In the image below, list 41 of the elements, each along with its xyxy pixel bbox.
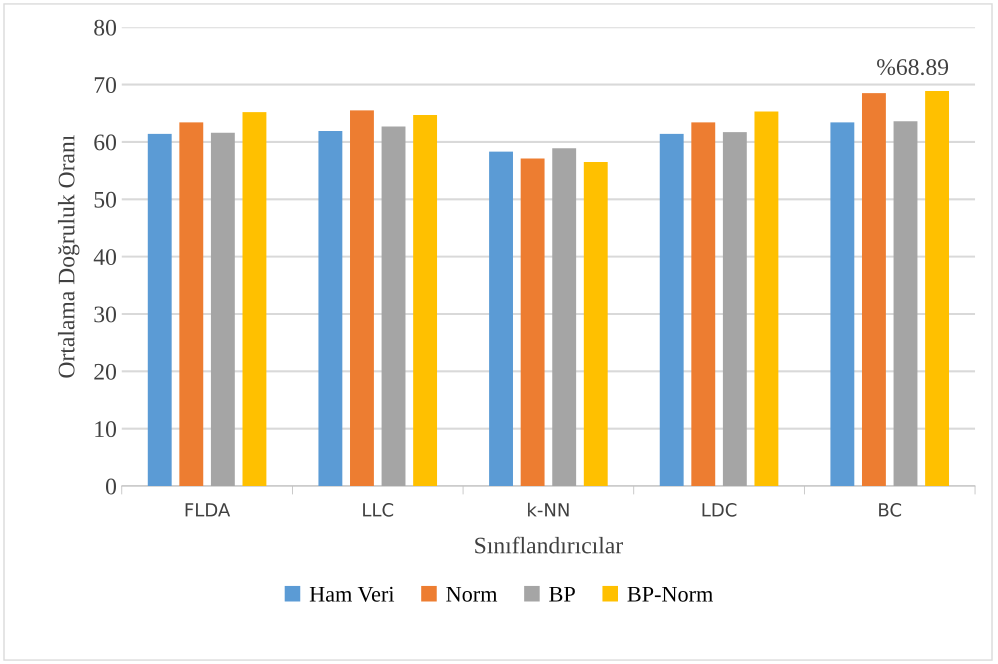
bar [894,121,918,486]
y-tick-label: 20 [94,364,116,380]
y-tick-label: 80 [94,20,116,36]
bar [691,122,716,486]
bar [862,93,886,486]
bar [722,132,747,486]
bar [830,122,854,486]
x-axis-title: Sınıflandırıcılar [475,536,623,554]
bar [242,112,266,486]
y-axis-title: Ortalama Doğruluk Oranı [58,135,80,378]
bar [148,134,172,486]
legend-label: Ham Veri [310,586,394,602]
bar [660,134,684,486]
bar [489,152,513,486]
bar [179,122,204,486]
bar [210,132,235,486]
bar [925,90,950,486]
y-tick-label: 10 [95,421,116,438]
x-tick-label: FLDA [186,503,230,516]
y-tick-label: 70 [94,77,116,93]
y-tick-label: 0 [106,478,116,494]
y-tick-label: 30 [94,306,116,322]
legend-label: Norm [446,586,498,602]
bar [318,131,342,486]
x-tick-label: LLC [363,503,394,517]
x-tick-label: LDC [702,503,736,517]
x-tick-label: k-NN [528,502,569,516]
y-tick-label: 40 [94,249,116,266]
bar [520,158,545,486]
legend-label: BP [549,586,575,602]
y-tick-label: 60 [94,134,116,150]
legend-label: BP-Norm [628,586,713,602]
bar [350,110,374,486]
annotation: %68.89 [877,59,948,76]
bar [584,162,608,486]
bar [754,112,778,486]
bar [382,126,406,486]
x-tick-label: BC [879,503,902,517]
bar [552,148,576,486]
y-tick-label: 50 [94,192,116,208]
bar [413,114,438,486]
